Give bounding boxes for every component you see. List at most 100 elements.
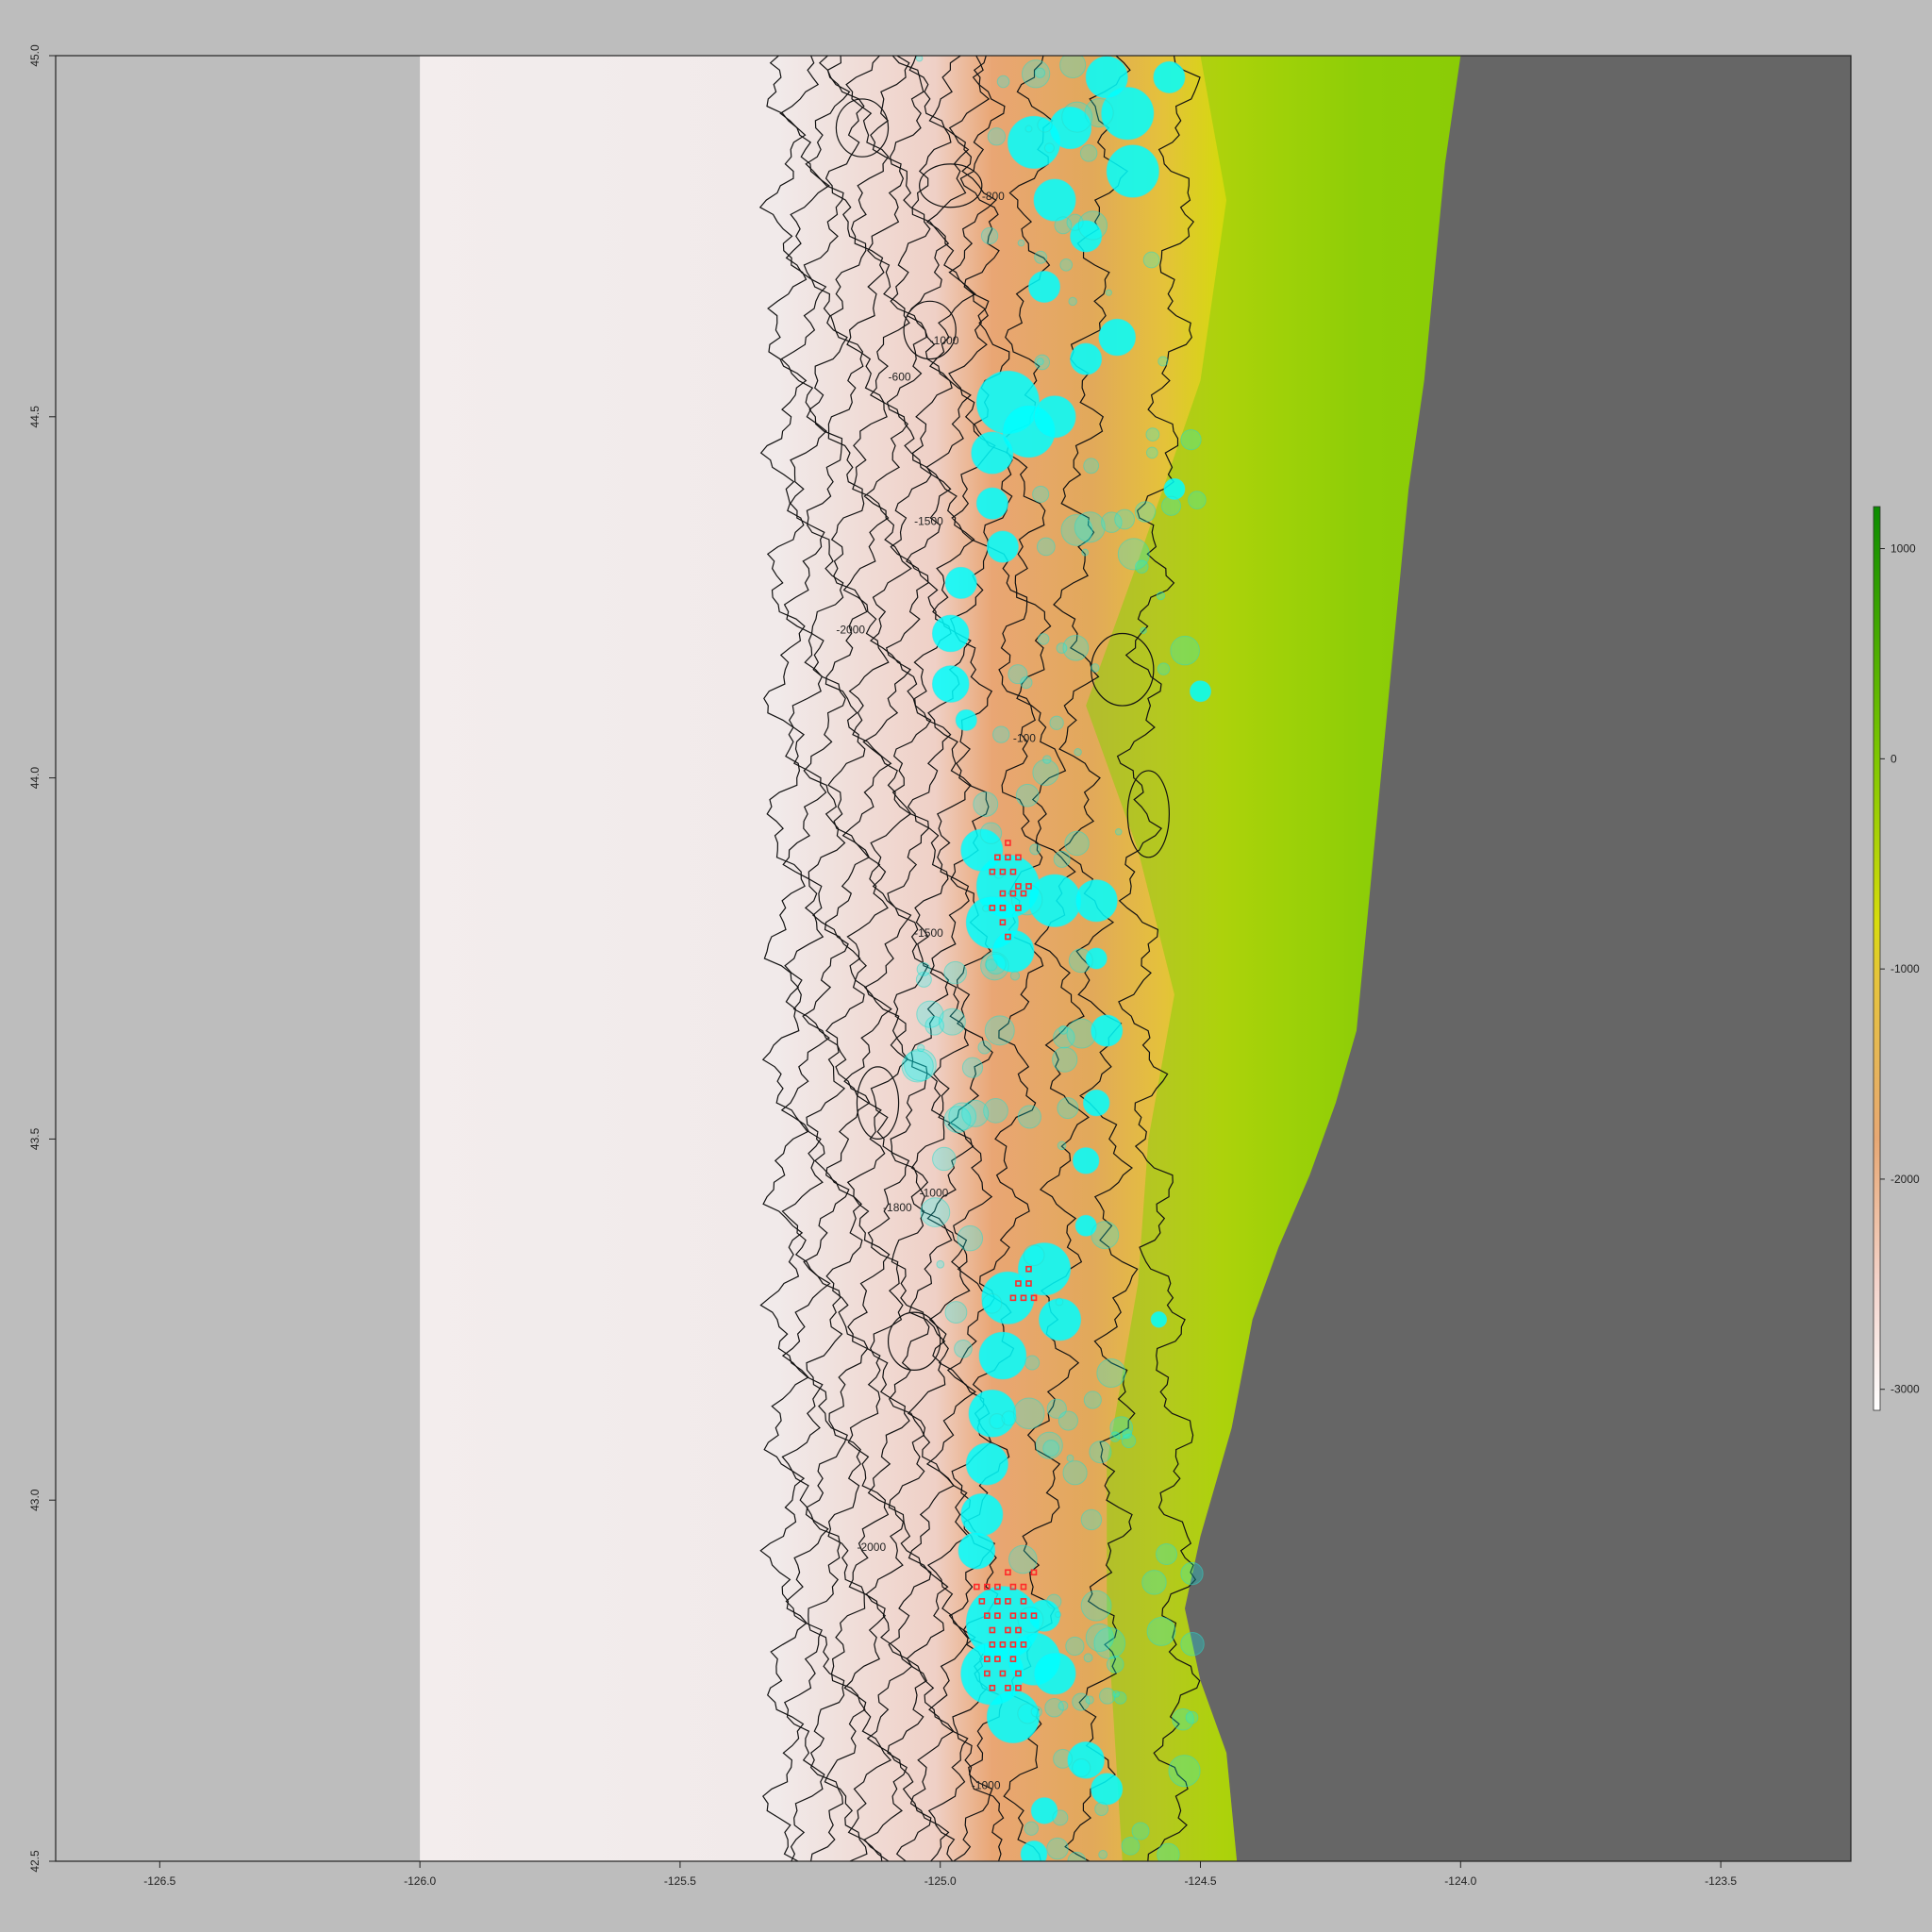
survey-point	[1009, 1641, 1017, 1648]
detection-circle-faint	[1064, 830, 1090, 857]
detection-circle-faint	[1140, 626, 1147, 635]
detection-circle-faint	[1042, 1440, 1060, 1457]
detection-circle-faint	[915, 56, 924, 62]
survey-point	[994, 1583, 1001, 1591]
y-tick-label: 44.5	[28, 406, 42, 428]
detection-circle-faint	[1145, 427, 1160, 441]
detection-circle-faint	[1131, 1822, 1150, 1840]
detection-circle-faint	[1098, 1850, 1108, 1859]
detection-circle-faint	[1188, 491, 1207, 509]
detection-circle	[1049, 106, 1092, 150]
detection-circle-faint	[932, 1146, 957, 1172]
detection-circle-faint	[1058, 1700, 1069, 1711]
detection-circle	[1070, 342, 1103, 375]
y-tick-label: 43.5	[28, 1127, 42, 1150]
contour-loop	[919, 163, 983, 208]
survey-point	[1005, 1598, 1011, 1605]
contour-label: -800	[982, 190, 1005, 203]
detection-circle-faint	[944, 1301, 968, 1324]
contour-labels: -1000 -1500 -800 -100 -600 -2000 -1500 -1800 -10…	[836, 190, 1036, 1791]
survey-point	[1020, 1294, 1027, 1302]
survey-point	[984, 1656, 991, 1662]
survey-point	[999, 905, 1007, 911]
survey-point	[989, 1641, 996, 1648]
survey-point	[1025, 1265, 1032, 1273]
survey-point	[1009, 1656, 1017, 1662]
detection-circle-faint	[973, 791, 999, 817]
plot-area: -1000 -1500 -800 -100 -600 -2000 -1500 -1800 -10…	[56, 56, 1851, 1861]
detection-circle-faint	[1009, 971, 1021, 981]
colorbar-tick-label: 0	[1890, 752, 1897, 765]
detection-circle-faint	[1161, 495, 1182, 516]
detection-circle-faint	[1083, 458, 1100, 475]
detection-circle-faint	[936, 1259, 945, 1269]
survey-point	[1015, 1684, 1022, 1691]
detection-circle-faint	[1036, 537, 1056, 557]
survey-point	[1030, 1569, 1038, 1576]
detection-circle-faint	[1066, 213, 1084, 231]
survey-point	[1015, 854, 1022, 861]
continental-shelf	[1086, 56, 1461, 1861]
detection-circle-faint	[943, 1106, 972, 1134]
colorbar-tick-label: -3000	[1890, 1383, 1920, 1396]
detection-circle	[1153, 60, 1186, 94]
detection-circle-faint	[1017, 239, 1025, 247]
survey-point	[1020, 1641, 1027, 1648]
survey-point	[999, 1641, 1007, 1648]
depth-contours	[758, 56, 1201, 1861]
survey-point	[974, 1583, 980, 1591]
detection-circle	[975, 487, 1008, 520]
detection-circle-faint	[1030, 1706, 1042, 1718]
survey-point	[1009, 1583, 1017, 1591]
detection-circle-faint	[917, 1043, 925, 1053]
detection-circle-faint	[1145, 446, 1158, 459]
detection-circle-faint	[1008, 664, 1028, 685]
detection-circle-faint	[961, 1099, 990, 1127]
survey-point	[1009, 1294, 1017, 1302]
detection-circle-faint	[1065, 1636, 1085, 1657]
detection-circle-faint	[1042, 755, 1052, 764]
detection-circle-faint	[1043, 142, 1055, 154]
detection-circle-faint	[1105, 289, 1112, 296]
detection-circle-faint	[1106, 1655, 1124, 1674]
detection-circle-faint	[1046, 1837, 1069, 1860]
survey-point	[978, 1598, 986, 1605]
detection-circle	[986, 530, 1019, 563]
y-axis: 45.0 44.5 44.0 43.5 43.0 42.5	[28, 44, 56, 1873]
detection-circle-faint	[1046, 1593, 1062, 1609]
contour-label: -1500	[914, 515, 943, 528]
contour-label: -100	[1013, 731, 1036, 744]
survey-point	[1005, 1569, 1011, 1576]
contour-line	[959, 56, 1044, 1861]
survey-point	[1005, 854, 1011, 861]
x-tick-label: -125.5	[664, 1874, 696, 1888]
detection-circle-faint	[920, 1197, 951, 1227]
detection-circle-faint	[1094, 1802, 1109, 1816]
x-axis: -126.5 -126.0 -125.5 -125.0 -124.5 -124.0 -123…	[143, 1861, 1737, 1888]
detection-circle-faint	[977, 1041, 991, 1055]
survey-point	[1025, 883, 1032, 890]
detection-circle-faint	[1079, 144, 1098, 162]
detection-circle-faint	[1072, 1757, 1091, 1778]
detection-circle-faint	[1024, 125, 1033, 133]
detection-circle-faint	[980, 951, 1009, 981]
survey-point	[1009, 890, 1017, 897]
contour-loop	[1126, 770, 1171, 858]
contour-label: -600	[889, 371, 911, 384]
detection-circle	[1163, 477, 1186, 500]
detection-circle-faint	[1180, 1632, 1205, 1657]
detection-circle-faint	[1017, 1607, 1044, 1633]
survey-point	[1009, 1612, 1017, 1619]
detection-circle-faint	[1081, 548, 1090, 557]
detection-circle-faint	[1037, 117, 1053, 133]
detection-circle	[955, 708, 977, 731]
detection-circle-faint	[938, 1008, 966, 1036]
detection-circle	[931, 665, 970, 703]
contour-label: -1000	[930, 334, 959, 347]
detection-circle-faint	[1058, 1024, 1069, 1035]
detection-circle-faint	[1055, 1297, 1064, 1307]
detection-circle-faint	[1180, 428, 1202, 451]
detection-circle-faint	[1170, 635, 1200, 666]
survey-point	[1020, 1612, 1027, 1619]
